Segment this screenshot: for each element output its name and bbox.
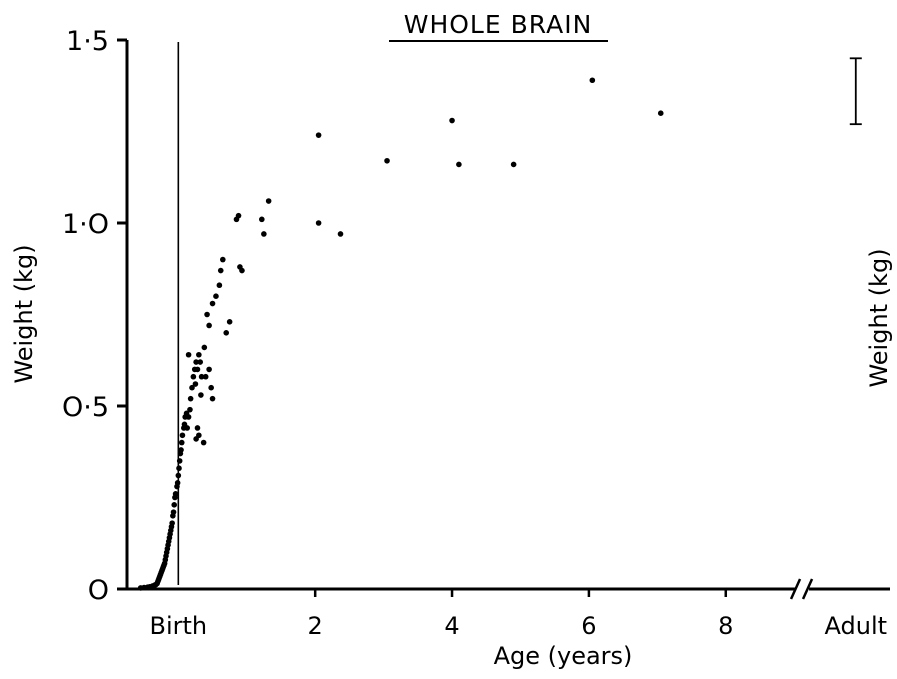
data-point bbox=[172, 491, 179, 497]
data-point bbox=[220, 256, 226, 263]
x-tick-label: 6 bbox=[581, 612, 596, 640]
data-point bbox=[193, 436, 199, 442]
data-point bbox=[175, 472, 182, 479]
data-point bbox=[189, 384, 195, 391]
x-tick-label: 2 bbox=[308, 612, 323, 640]
data-point bbox=[217, 267, 224, 274]
data-point bbox=[193, 359, 199, 365]
data-point bbox=[184, 425, 191, 431]
data-point bbox=[187, 406, 193, 413]
y-tick-label: 1·O bbox=[62, 209, 109, 240]
data-point bbox=[206, 322, 212, 329]
y-tick-label: 1·5 bbox=[66, 26, 109, 57]
y-axis-ticks: O O·5 1·O 1·5 bbox=[62, 26, 127, 606]
x-axis-label: Age (years) bbox=[494, 642, 633, 670]
data-point bbox=[223, 330, 230, 336]
data-point bbox=[179, 432, 186, 439]
data-point bbox=[176, 465, 182, 472]
data-point bbox=[176, 458, 183, 464]
data-point bbox=[198, 392, 204, 398]
data-point bbox=[265, 198, 272, 204]
data-point bbox=[209, 395, 216, 402]
data-point bbox=[259, 216, 265, 223]
data-point bbox=[449, 117, 455, 124]
y-tick-label: O bbox=[88, 575, 109, 606]
data-point bbox=[239, 267, 245, 274]
chart-title: WHOLE BRAIN bbox=[404, 10, 593, 39]
data-point bbox=[208, 384, 214, 391]
y-tick-label: O·5 bbox=[62, 392, 109, 423]
data-point bbox=[235, 212, 242, 219]
data-point bbox=[456, 161, 462, 168]
data-point bbox=[178, 447, 184, 453]
data-point bbox=[261, 231, 267, 237]
axes bbox=[125, 40, 890, 600]
data-point bbox=[213, 293, 219, 300]
data-point bbox=[185, 351, 192, 358]
data-point bbox=[194, 366, 201, 373]
data-point bbox=[589, 77, 596, 84]
data-point bbox=[226, 319, 233, 325]
data-point bbox=[187, 395, 194, 402]
data-point bbox=[384, 157, 390, 164]
data-point bbox=[190, 373, 197, 380]
data-point bbox=[194, 425, 201, 431]
data-point bbox=[202, 373, 209, 380]
x-axis-ticks: Birth 2 4 6 8 Adult bbox=[150, 589, 888, 640]
data-point bbox=[169, 520, 175, 526]
data-point bbox=[170, 509, 177, 515]
data-point bbox=[197, 359, 204, 365]
data-point bbox=[174, 480, 181, 486]
x-tick-label: Adult bbox=[825, 612, 888, 640]
data-point bbox=[216, 282, 223, 289]
data-point bbox=[171, 502, 178, 508]
data-point bbox=[209, 300, 216, 307]
y-axis-label: Weight (kg) bbox=[10, 244, 38, 383]
data-points bbox=[137, 77, 664, 591]
data-point bbox=[201, 344, 208, 351]
data-point bbox=[196, 351, 202, 358]
data-point bbox=[192, 381, 199, 387]
x-tick-label: Birth bbox=[150, 612, 208, 640]
data-point bbox=[206, 366, 212, 373]
data-point bbox=[510, 161, 517, 168]
data-point bbox=[185, 414, 192, 420]
axis-break-mark bbox=[801, 578, 814, 600]
x-tick-label: 4 bbox=[444, 612, 459, 640]
data-point bbox=[200, 439, 207, 446]
data-point bbox=[198, 373, 205, 380]
axis-break-mark bbox=[789, 578, 802, 600]
data-point bbox=[657, 110, 664, 116]
data-point bbox=[204, 311, 210, 318]
data-point bbox=[337, 231, 344, 237]
data-point bbox=[178, 439, 185, 446]
adult-range-bar bbox=[849, 57, 862, 126]
data-point bbox=[315, 220, 322, 226]
y-axis-label-right: Weight (kg) bbox=[865, 248, 893, 387]
x-tick-label: 8 bbox=[718, 612, 733, 640]
data-point bbox=[315, 132, 322, 138]
